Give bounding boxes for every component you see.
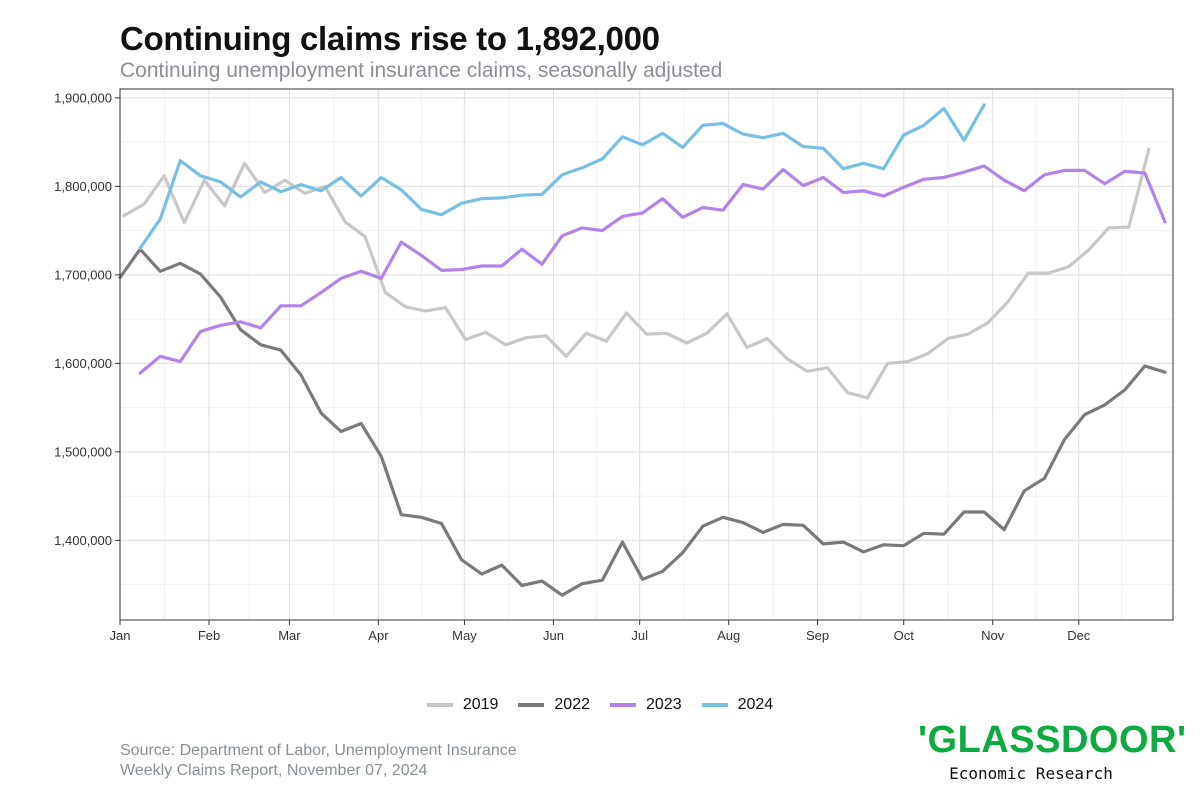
series-line-2024 [138,103,986,250]
x-tick-label: Jul [631,628,648,643]
legend-label: 2019 [462,696,499,713]
grid-lines [119,89,1173,620]
x-tick-label: Feb [198,628,220,643]
y-tick-label: 1,400,000 [54,533,112,548]
legend-item-2024: 2024 [701,696,774,714]
y-tick-label: 1,500,000 [54,444,112,459]
x-tick-label: Apr [368,628,389,643]
axis-labels: 1,400,000 1,500,000 1,600,000 1,700,000 1,80… [54,90,1091,643]
y-tick-label: 1,700,000 [54,267,112,282]
y-tick-label: 1,600,000 [54,356,112,371]
y-tick-label: 1,900,000 [54,90,112,105]
legend-label: 2024 [737,696,774,713]
legend-swatch [426,703,453,707]
chart-title: Continuing claims rise to 1,892,000 [120,20,660,57]
x-tick-label: Oct [894,628,915,643]
source-line-1: Source: Department of Labor, Unemploymen… [120,742,517,759]
chart-legend: 2019 2022 2023 2024 [0,696,1200,714]
legend-swatch [518,703,545,707]
logo-wordmark: 'GLASSDOOR' [918,719,1187,761]
y-tick-label: 1,800,000 [54,179,112,194]
legend-swatch [610,703,636,707]
x-tick-label: Nov [981,628,1005,643]
x-tick-label: Dec [1067,628,1091,643]
x-tick-label: Jan [110,628,131,643]
x-tick-label: Aug [717,628,740,643]
series-line-2022 [118,247,1167,597]
source-line-2: Weekly Claims Report, November 07, 2024 [120,762,428,779]
source-note: Source: Department of Labor, Unemploymen… [120,741,517,781]
legend-item-2019: 2019 [426,696,499,714]
series-lines [118,103,1167,597]
glassdoor-logo: 'GLASSDOOR' Economic Research [918,718,1187,783]
x-tick-label: May [452,628,477,643]
legend-item-2022: 2022 [518,696,590,714]
legend-label: 2023 [646,696,682,713]
x-tick-label: Mar [278,628,301,643]
x-tick-label: Sep [806,628,829,643]
logo-tagline: Economic Research [949,764,1113,783]
legend-item-2023: 2023 [610,696,682,714]
x-tick-label: Jun [543,628,564,643]
series-line-2023 [138,164,1167,375]
chart-subtitle: Continuing unemployment insurance claims… [120,59,723,82]
legend-swatch [701,703,728,707]
legend-label: 2022 [554,696,590,713]
plot-frame [119,88,1174,621]
